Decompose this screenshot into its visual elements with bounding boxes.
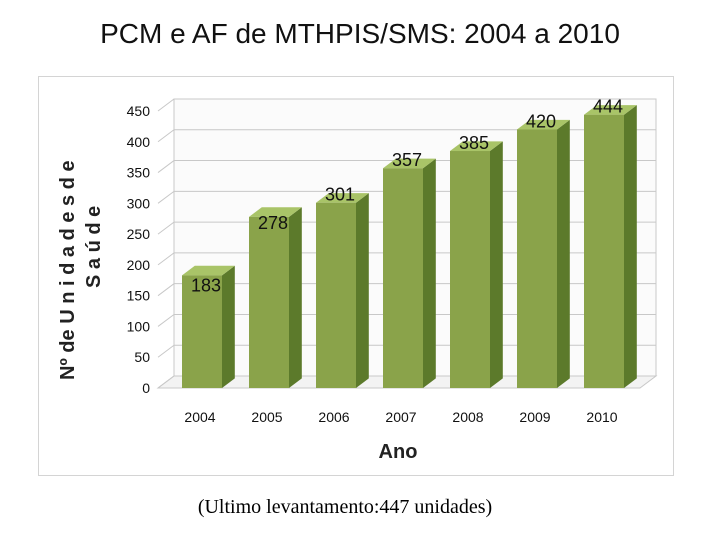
gridline — [157, 129, 656, 143]
bar-front — [316, 202, 356, 388]
gridline — [157, 98, 656, 112]
bar-top — [517, 119, 570, 130]
bar-side — [423, 158, 436, 388]
page-title: PCM e AF de MTHPIS/SMS: 2004 a 2010 — [100, 18, 620, 49]
bar — [182, 265, 235, 388]
x-axis-title: Ano — [379, 441, 418, 463]
x-tick-label: 2008 — [452, 409, 483, 425]
y-tick-label: 300 — [127, 195, 151, 211]
y-tick-label: 150 — [127, 288, 151, 304]
bar-top — [383, 158, 436, 169]
x-tick-label: 2010 — [586, 409, 617, 425]
footnote: (Ultimo levantamento:447 unidades) — [197, 496, 493, 518]
bar-front — [249, 216, 289, 388]
bar — [383, 158, 436, 388]
x-tick-label: 2009 — [519, 409, 550, 425]
x-tick-label: 2006 — [318, 409, 349, 425]
y-axis-title-line-1: Nº de U n i d a d e s d e — [57, 160, 79, 380]
bar-top — [450, 141, 503, 152]
y-axis-title: Nº de U n i d a d e s d e S a ú d e — [57, 160, 105, 380]
data-label: 420 — [526, 111, 556, 131]
bar-side — [289, 207, 302, 388]
bar-side — [557, 119, 570, 388]
bar-top — [249, 207, 302, 217]
data-label: 357 — [392, 150, 422, 170]
bars — [182, 105, 637, 389]
bar-front — [450, 151, 490, 388]
bar-side — [490, 141, 503, 388]
bar — [316, 193, 369, 388]
x-tick-label: 2005 — [251, 409, 282, 425]
bar — [517, 119, 570, 388]
bar-front — [584, 114, 624, 389]
bar-side — [624, 105, 637, 389]
bar — [450, 141, 503, 388]
x-tick-label: 2004 — [184, 409, 215, 425]
y-tick-label: 400 — [127, 134, 151, 150]
x-tick-label: 2007 — [385, 409, 416, 425]
bar-front — [383, 168, 423, 388]
bar-top — [316, 193, 369, 203]
y-axis-title-line-2: S a ú d e — [83, 206, 105, 288]
data-label: 301 — [325, 185, 355, 205]
data-labels: 183 278 301 357 385 420 444 — [191, 97, 623, 296]
data-label: 183 — [191, 275, 221, 295]
y-tick-label: 450 — [127, 103, 151, 119]
y-tick-label: 200 — [127, 257, 151, 273]
data-label: 444 — [593, 97, 623, 117]
bar-front — [182, 275, 222, 388]
y-tick-label: 250 — [127, 226, 151, 242]
data-label: 385 — [459, 133, 489, 153]
y-tick-label: 50 — [134, 349, 150, 365]
bar — [249, 207, 302, 388]
bar-side — [222, 265, 235, 388]
bar — [584, 105, 637, 389]
y-tick-label: 350 — [127, 165, 151, 181]
bar-top — [584, 105, 637, 115]
y-tick-label: 0 — [142, 380, 150, 396]
y-tick-labels: 0 50 100 150 200 250 300 350 400 450 — [127, 103, 151, 396]
bar-front — [517, 129, 557, 388]
bar-top — [182, 265, 235, 276]
data-label: 278 — [258, 213, 288, 233]
bar-side — [356, 193, 369, 388]
x-tick-labels: 2004 2005 2006 2007 2008 2009 2010 — [184, 409, 617, 425]
y-tick-label: 100 — [127, 318, 151, 334]
